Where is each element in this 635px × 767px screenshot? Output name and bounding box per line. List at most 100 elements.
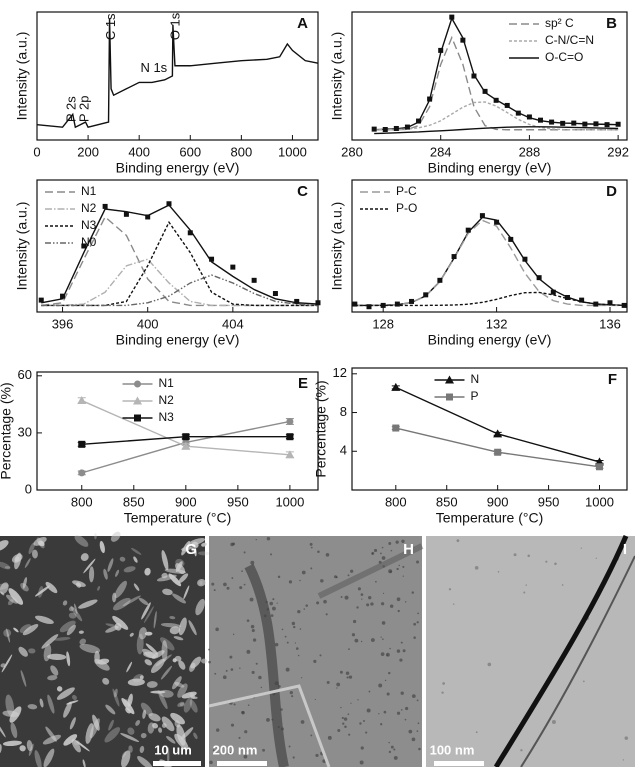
texture bbox=[161, 723, 167, 728]
texture bbox=[277, 575, 281, 579]
data-point bbox=[451, 254, 457, 260]
data-point bbox=[404, 124, 410, 130]
texture bbox=[119, 556, 126, 562]
texture bbox=[63, 734, 78, 746]
texture bbox=[335, 576, 338, 579]
texture bbox=[75, 740, 90, 752]
texture bbox=[525, 584, 527, 586]
texture bbox=[382, 592, 385, 594]
texture bbox=[258, 675, 262, 680]
texture bbox=[99, 540, 105, 554]
texture bbox=[177, 683, 188, 698]
texture bbox=[368, 595, 372, 600]
texture bbox=[56, 686, 63, 692]
texture bbox=[20, 670, 27, 687]
data-point bbox=[81, 243, 87, 249]
texture bbox=[38, 540, 45, 547]
texture bbox=[38, 585, 44, 598]
data-point bbox=[526, 114, 532, 120]
texture bbox=[274, 642, 279, 647]
texture bbox=[380, 636, 382, 638]
texture bbox=[104, 727, 121, 743]
texture bbox=[129, 632, 134, 637]
texture bbox=[66, 700, 79, 705]
texture bbox=[386, 692, 390, 696]
scale-bar-label: 200 nm bbox=[213, 742, 258, 757]
legend-label: N1 bbox=[159, 376, 175, 390]
texture bbox=[6, 628, 11, 643]
texture bbox=[554, 562, 557, 566]
texture bbox=[208, 648, 211, 651]
texture bbox=[41, 634, 59, 649]
legend-label: C-N/C=N bbox=[545, 33, 594, 47]
texture bbox=[388, 671, 391, 675]
texture bbox=[148, 713, 161, 722]
texture bbox=[172, 593, 187, 604]
marker bbox=[77, 396, 87, 405]
texture bbox=[399, 658, 403, 662]
texture bbox=[347, 713, 350, 716]
texture bbox=[400, 691, 404, 695]
texture bbox=[27, 704, 38, 710]
texture bbox=[223, 582, 227, 587]
texture bbox=[47, 694, 55, 714]
texture bbox=[11, 553, 23, 563]
texture bbox=[380, 552, 382, 555]
texture bbox=[0, 663, 6, 668]
texture bbox=[13, 627, 19, 633]
texture bbox=[135, 720, 141, 726]
data-point bbox=[579, 297, 585, 303]
series-line bbox=[41, 274, 319, 307]
texture bbox=[396, 649, 401, 653]
image-label: I bbox=[623, 541, 627, 558]
micrograph: G 10 um bbox=[0, 531, 210, 767]
texture bbox=[381, 556, 386, 560]
data-point bbox=[382, 127, 388, 133]
texture bbox=[20, 582, 29, 592]
texture bbox=[178, 660, 186, 670]
data-point bbox=[437, 277, 443, 283]
texture bbox=[189, 662, 196, 672]
texture bbox=[378, 683, 383, 688]
texture bbox=[352, 619, 357, 624]
x-tick-label: 950 bbox=[538, 494, 560, 509]
data-point bbox=[621, 302, 627, 308]
texture bbox=[370, 602, 374, 606]
plot-frame bbox=[351, 11, 628, 141]
texture bbox=[340, 706, 342, 709]
marker bbox=[286, 417, 294, 425]
texture bbox=[200, 658, 208, 664]
texture bbox=[337, 729, 341, 733]
texture bbox=[360, 593, 364, 596]
series-line bbox=[36, 18, 319, 129]
texture bbox=[442, 682, 445, 685]
y-tick-label: 60 bbox=[18, 367, 32, 382]
y-axis-label: Intensity (a.u.) bbox=[329, 32, 345, 121]
texture bbox=[82, 759, 86, 767]
texture bbox=[380, 723, 383, 726]
legend-marker bbox=[134, 380, 141, 388]
peak-annotation: P 2p bbox=[76, 96, 91, 123]
data-point bbox=[166, 201, 172, 207]
texture bbox=[551, 720, 556, 724]
texture bbox=[0, 744, 2, 754]
texture bbox=[123, 699, 131, 707]
texture bbox=[183, 697, 193, 713]
texture bbox=[53, 636, 71, 641]
texture bbox=[390, 745, 394, 749]
texture bbox=[5, 694, 15, 717]
texture bbox=[97, 658, 110, 665]
texture bbox=[411, 591, 414, 594]
texture bbox=[350, 702, 352, 704]
texture bbox=[233, 703, 236, 706]
texture bbox=[239, 667, 241, 669]
texture bbox=[155, 654, 172, 667]
texture bbox=[295, 647, 299, 650]
texture bbox=[56, 687, 75, 700]
texture bbox=[348, 675, 353, 679]
texture bbox=[209, 760, 213, 765]
texture bbox=[417, 612, 419, 615]
x-tick-label: 280 bbox=[341, 144, 363, 159]
texture bbox=[251, 670, 255, 674]
data-point bbox=[209, 256, 215, 262]
